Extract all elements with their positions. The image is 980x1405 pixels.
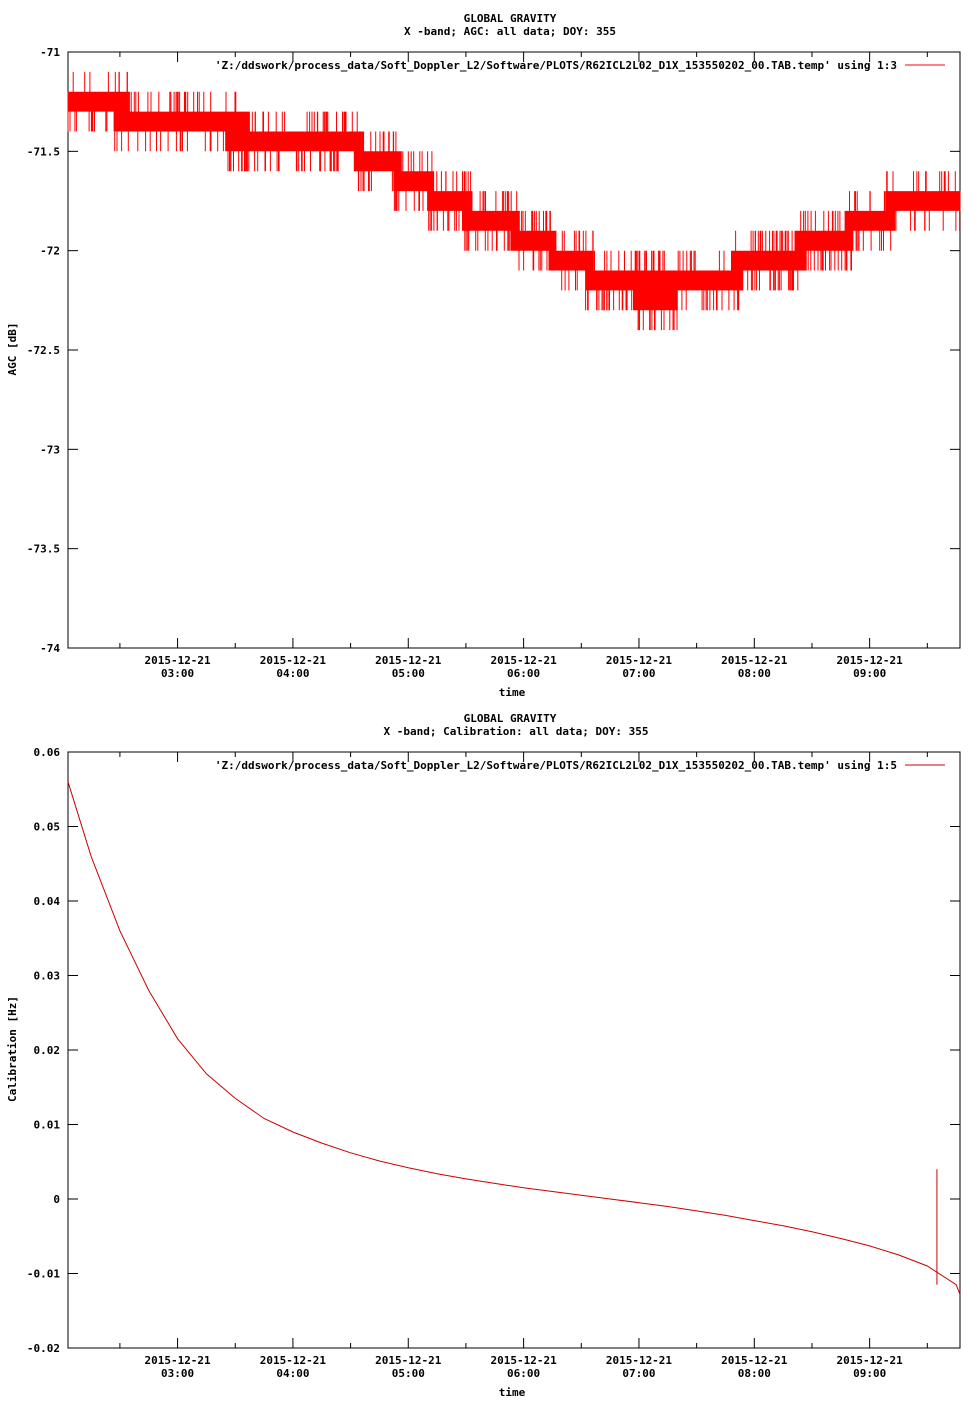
calibration-xtick-time: 04:00 [276, 1367, 309, 1380]
calibration-chart-plot [67, 781, 961, 1295]
calibration-xtick-date: 2015-12-21 [837, 1354, 904, 1367]
agc-xtick-time: 09:00 [853, 667, 886, 680]
calibration-ytick-label: 0.03 [34, 970, 61, 983]
calibration-xtick-date: 2015-12-21 [721, 1354, 788, 1367]
agc-xtick-time: 08:00 [738, 667, 771, 680]
calibration-chart-ylabel: Calibration [Hz] [6, 996, 19, 1102]
agc-chart-plot [67, 71, 961, 331]
agc-xtick-date: 2015-12-21 [721, 654, 788, 667]
agc-xtick-date: 2015-12-21 [144, 654, 211, 667]
agc-xtick-time: 05:00 [392, 667, 425, 680]
calibration-ytick-label: 0.05 [34, 821, 61, 834]
agc-xtick-date: 2015-12-21 [490, 654, 557, 667]
calibration-xtick-date: 2015-12-21 [260, 1354, 327, 1367]
calibration-ytick-label: 0.02 [34, 1044, 61, 1057]
calibration-ytick-label: 0.04 [34, 895, 61, 908]
agc-ytick-label: -71 [40, 46, 60, 59]
calibration-chart-subtitle: X -band; Calibration: all data; DOY: 355 [384, 725, 649, 738]
agc-chart-ylabel: AGC [dB] [6, 323, 19, 376]
calibration-xtick-time: 06:00 [507, 1367, 540, 1380]
agc-xtick-time: 03:00 [161, 667, 194, 680]
calibration-xtick-time: 05:00 [392, 1367, 425, 1380]
agc-ytick-label: -73 [40, 443, 60, 456]
agc-xtick-date: 2015-12-21 [837, 654, 904, 667]
calibration-ytick-label: 0.01 [34, 1119, 61, 1132]
agc-chart: GLOBAL GRAVITY X -band; AGC: all data; D… [6, 12, 961, 699]
agc-xtick-date: 2015-12-21 [606, 654, 673, 667]
calibration-chart-axes: 0.06 0.05 0.04 0.03 0.02 0.01 0 -0.01 -0.02 2015-… [27, 746, 961, 1380]
calibration-xtick-time: 09:00 [853, 1367, 886, 1380]
calibration-xtick-time: 08:00 [738, 1367, 771, 1380]
agc-plot-frame [67, 51, 961, 649]
agc-chart-xlabel: time [499, 686, 526, 699]
calibration-xtick-date: 2015-12-21 [375, 1354, 442, 1367]
calibration-xtick-date: 2015-12-21 [606, 1354, 673, 1367]
calibration-chart: GLOBAL GRAVITY X -band; Calibration: all… [6, 712, 961, 1399]
agc-chart-axes: -71-71.5-72-72.5-73-73.5-742015-12-2103:… [27, 46, 961, 680]
agc-ytick-label: -73.5 [27, 543, 60, 556]
calibration-xtick-time: 07:00 [622, 1367, 655, 1380]
calibration-xtick-time: 03:00 [161, 1367, 194, 1380]
calibration-ytick-label: 0.06 [34, 746, 61, 759]
agc-xtick-date: 2015-12-21 [375, 654, 442, 667]
agc-ytick-label: -71.5 [27, 145, 60, 158]
calibration-ytick-label: -0.02 [27, 1342, 60, 1355]
calibration-plot-frame [67, 751, 961, 1349]
agc-xtick-time: 04:00 [276, 667, 309, 680]
agc-chart-title: GLOBAL GRAVITY [464, 12, 557, 25]
calibration-xtick-date: 2015-12-21 [144, 1354, 211, 1367]
agc-legend-label: 'Z:/ddswork/process_data/Soft_Doppler_L2… [215, 59, 897, 72]
agc-ytick-label: -72.5 [27, 344, 60, 357]
agc-xtick-time: 06:00 [507, 667, 540, 680]
agc-series-line [67, 71, 961, 331]
agc-ytick-label: -74 [40, 642, 60, 655]
calibration-ytick-label: 0 [53, 1193, 60, 1206]
calibration-series-line [67, 781, 961, 1295]
calibration-chart-title: GLOBAL GRAVITY [464, 712, 557, 725]
agc-xtick-time: 07:00 [622, 667, 655, 680]
calibration-chart-xlabel: time [499, 1386, 526, 1399]
calibration-ytick-label: -0.01 [27, 1268, 60, 1281]
agc-ytick-label: -72 [40, 245, 60, 258]
agc-xtick-date: 2015-12-21 [260, 654, 327, 667]
agc-chart-subtitle: X -band; AGC: all data; DOY: 355 [404, 25, 616, 38]
calibration-xtick-date: 2015-12-21 [490, 1354, 557, 1367]
calibration-legend-label: 'Z:/ddswork/process_data/Soft_Doppler_L2… [215, 759, 897, 772]
